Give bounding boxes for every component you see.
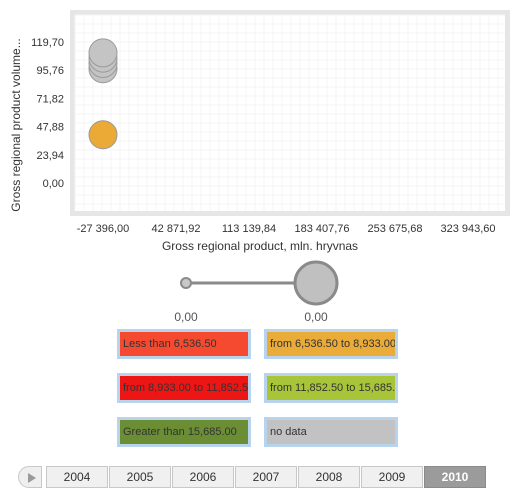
legend-item-range-3[interactable]: from 8,933.00 to 11,852.50 <box>117 373 251 403</box>
year-2005[interactable]: 2005 <box>109 466 171 488</box>
bubble-chart: 0,00 23,94 47,88 71,82 95,76 119,70 -27 396,0… <box>9 10 510 253</box>
legend-item-no-data[interactable]: no data <box>264 417 398 447</box>
year-2004[interactable]: 2004 <box>46 466 108 488</box>
play-icon <box>28 473 36 483</box>
year-2006[interactable]: 2006 <box>172 466 234 488</box>
size-legend-min-label: 0,00 <box>174 310 198 324</box>
y-tick-label: 119,70 <box>31 37 64 49</box>
year-2010[interactable]: 2010 <box>424 466 486 488</box>
x-tick-label: 183 407,76 <box>294 223 349 235</box>
y-axis-ticks: 0,00 23,94 47,88 71,82 95,76 119,70 <box>31 37 64 190</box>
x-axis-title: Gross regional product, mln. hryvnas <box>162 239 358 253</box>
y-tick-label: 71,82 <box>36 93 64 105</box>
x-tick-label: 323 943,60 <box>440 223 495 235</box>
y-tick-label: 95,76 <box>36 65 64 77</box>
grid-lines <box>74 14 505 211</box>
x-tick-label: 253 675,68 <box>367 223 422 235</box>
legend-item-less-than[interactable]: Less than 6,536.50 <box>117 329 251 359</box>
x-axis-ticks: -27 396,00 42 871,92 113 139,84 183 407,76 2… <box>77 223 496 235</box>
data-point[interactable] <box>88 120 118 150</box>
x-tick-label: 113 139,84 <box>222 223 276 235</box>
play-button[interactable] <box>18 466 42 488</box>
year-2009[interactable]: 2009 <box>361 466 423 488</box>
timeline: 2004 2005 2006 2007 2008 2009 2010 <box>18 466 490 490</box>
size-legend <box>180 260 339 306</box>
y-tick-label: 47,88 <box>36 122 64 134</box>
legend-item-greater-than[interactable]: Greater than 15,685.00 <box>117 417 251 447</box>
year-2008[interactable]: 2008 <box>298 466 360 488</box>
size-legend-min-circle <box>180 277 192 289</box>
x-tick-label: -27 396,00 <box>77 223 130 235</box>
x-tick-label: 42 871,92 <box>152 223 201 235</box>
plot-area <box>75 15 505 211</box>
data-points <box>88 38 118 150</box>
y-tick-label: 0,00 <box>43 178 64 190</box>
legend-item-range-4[interactable]: from 11,852.50 to 15,685.00 <box>264 373 398 403</box>
year-2007[interactable]: 2007 <box>235 466 297 488</box>
y-tick-label: 23,94 <box>36 150 64 162</box>
size-legend-max-circle[interactable] <box>293 260 339 306</box>
legend-item-range-2[interactable]: from 6,536.50 to 8,933.00 <box>264 329 398 359</box>
y-axis-title: Gross regional product volume... <box>9 38 23 211</box>
data-point[interactable] <box>88 38 118 68</box>
size-legend-max-label: 0,00 <box>304 310 328 324</box>
year-track: 2004 2005 2006 2007 2008 2009 2010 <box>46 466 487 488</box>
